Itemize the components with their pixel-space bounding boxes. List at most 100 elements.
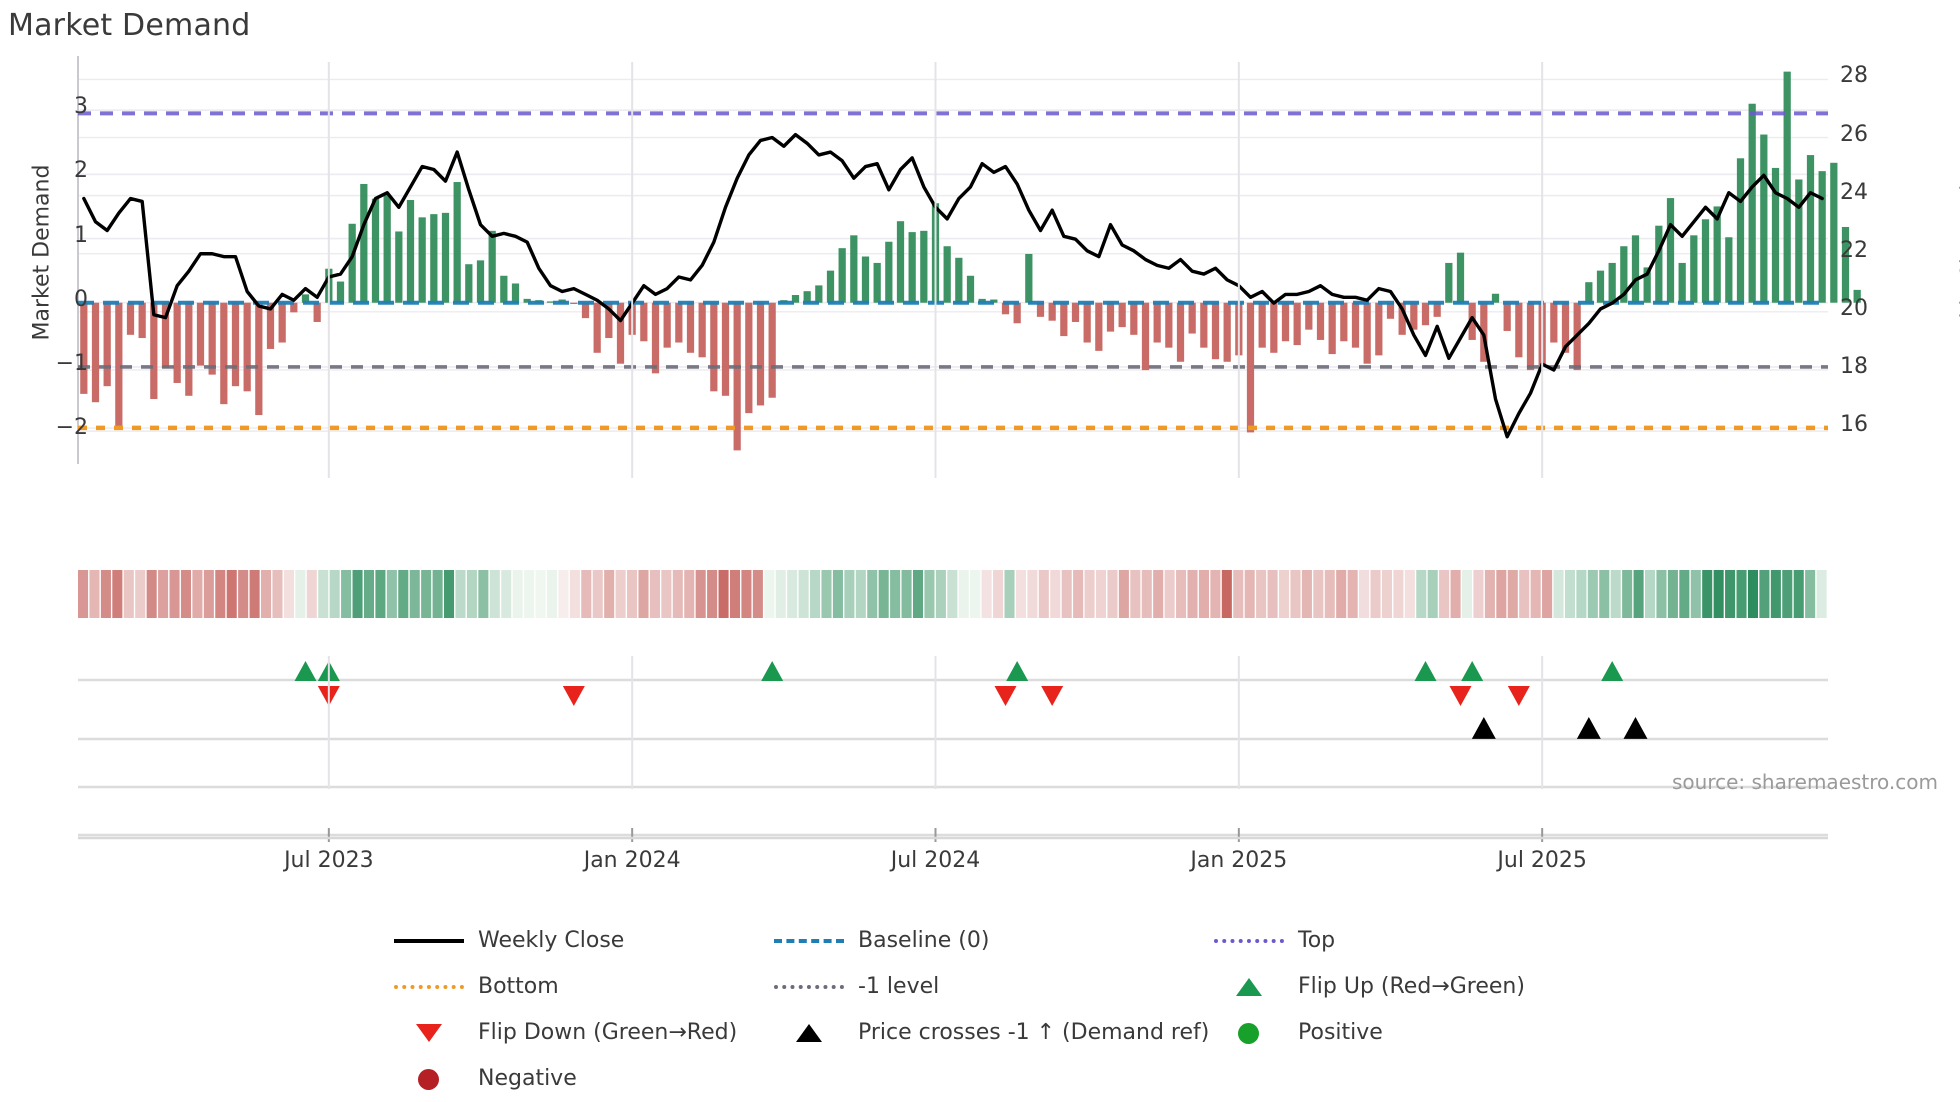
price-cross-marker[interactable] — [1576, 717, 1601, 739]
demand-bar — [80, 302, 88, 394]
x-axis-tick: Jan 2025 — [1190, 848, 1288, 873]
legend-positive[interactable]: Positive — [1210, 1017, 1610, 1047]
price-cross-marker[interactable] — [1471, 717, 1496, 739]
heatmap-cell — [1187, 570, 1198, 618]
heatmap-cell — [238, 570, 249, 618]
demand-bar — [1036, 302, 1045, 317]
flip-down-marker[interactable] — [562, 685, 585, 706]
demand-bar — [208, 302, 216, 375]
demand-bar — [1830, 162, 1838, 303]
x-axis-tick: Jul 2023 — [284, 848, 374, 873]
heatmap-cell — [432, 570, 443, 618]
circle-icon — [1210, 1019, 1288, 1045]
demand-bar — [675, 302, 683, 343]
heatmap-cell — [1805, 570, 1816, 618]
heatmap-cell — [512, 570, 523, 618]
flip-down-marker[interactable] — [1041, 685, 1064, 706]
price-cross-marker[interactable] — [1623, 717, 1648, 739]
heatmap-cell — [1416, 570, 1427, 618]
legend-price-cross[interactable]: Price crosses -1 ↑ (Demand ref) — [770, 1017, 1210, 1047]
demand-bar — [360, 183, 368, 303]
heatmap-cell — [421, 570, 432, 618]
demand-bar — [278, 302, 286, 343]
legend-negative[interactable]: Negative — [390, 1063, 770, 1093]
demand-bar — [383, 194, 391, 303]
demand-bar — [1281, 302, 1290, 342]
heatmap-cell — [1359, 570, 1370, 618]
legend-flip-down[interactable]: Flip Down (Green→Red) — [390, 1017, 770, 1047]
flip-down-marker[interactable] — [1507, 685, 1530, 706]
heatmap-cell — [581, 570, 592, 618]
triangle-down-icon — [390, 1019, 468, 1045]
demand-bar — [290, 302, 298, 313]
demand-bar — [861, 256, 870, 303]
heatmap-cell — [341, 570, 352, 618]
heatmap-cell — [215, 570, 226, 618]
heatmap-cell — [558, 570, 569, 618]
flip-up-marker[interactable] — [294, 661, 317, 682]
heatmap-cell — [295, 570, 306, 618]
demand-bar — [768, 302, 776, 398]
demand-bar — [1550, 302, 1558, 343]
demand-bar — [663, 302, 671, 348]
heatmap-cell — [821, 570, 832, 618]
heatmap-cell — [1702, 570, 1713, 618]
demand-bar — [1526, 302, 1535, 371]
flip-up-marker[interactable] — [1006, 661, 1029, 682]
legend-top[interactable]: Top — [1210, 925, 1610, 955]
heatmap-cell — [1816, 570, 1827, 618]
demand-bar — [651, 302, 660, 374]
heatmap-cell — [661, 570, 672, 618]
heatmap-cell — [787, 570, 798, 618]
y-axis-right-tick: 16 — [1840, 412, 1868, 438]
heatmap-cell — [695, 570, 706, 618]
heatmap-cell — [1050, 570, 1061, 618]
heatmap-cell — [1656, 570, 1667, 618]
dashed-line-icon — [770, 927, 848, 953]
heatmap-cell — [1301, 570, 1312, 618]
legend-bottom[interactable]: Bottom — [390, 971, 770, 1001]
demand-bar — [908, 232, 916, 303]
demand-bar — [266, 302, 275, 349]
legend-weekly-close[interactable]: Weekly Close — [390, 925, 770, 955]
legend-label: Bottom — [478, 973, 559, 999]
heatmap-cell — [1519, 570, 1530, 618]
demand-bar — [1806, 155, 1815, 303]
demand-bar — [1293, 302, 1301, 346]
flip-down-marker[interactable] — [994, 685, 1017, 706]
legend-label: Flip Down (Green→Red) — [478, 1019, 738, 1045]
heatmap-cell — [1736, 570, 1747, 618]
flip-up-marker[interactable] — [1461, 661, 1484, 682]
demand-bar — [1643, 267, 1651, 303]
flip-down-marker[interactable] — [1449, 685, 1472, 706]
heatmap-cell — [192, 570, 203, 618]
heatmap-cell — [501, 570, 512, 618]
demand-bar — [488, 230, 496, 303]
heatmap-cell — [958, 570, 969, 618]
demand-bar — [465, 264, 473, 303]
demand-bar — [243, 302, 251, 392]
heatmap-cell — [1576, 570, 1587, 618]
heatmap-cell — [135, 570, 146, 618]
heatmap-cell — [1439, 570, 1450, 618]
heatmap-cell — [1084, 570, 1095, 618]
legend-flip-up[interactable]: Flip Up (Red→Green) — [1210, 971, 1610, 1001]
heatmap-cell — [718, 570, 729, 618]
triangle-up-icon — [770, 1019, 848, 1045]
heatmap-cell — [1587, 570, 1598, 618]
heatmap-cell — [1599, 570, 1610, 618]
flip-up-marker[interactable] — [1414, 661, 1437, 682]
heatmap-cell — [466, 570, 477, 618]
flip-up-marker[interactable] — [1601, 661, 1624, 682]
legend-baseline[interactable]: Baseline (0) — [770, 925, 1210, 955]
demand-bar — [1328, 302, 1336, 355]
heatmap-cell — [1530, 570, 1541, 618]
demand-bar — [115, 302, 123, 426]
demand-bar — [1620, 246, 1628, 303]
heatmap-cell — [535, 570, 546, 618]
demand-bar — [523, 298, 531, 303]
legend-minus-one[interactable]: -1 level — [770, 971, 1210, 1001]
heatmap-cell — [283, 570, 294, 618]
flip-up-marker[interactable] — [761, 661, 784, 682]
demand-bar — [605, 302, 613, 339]
